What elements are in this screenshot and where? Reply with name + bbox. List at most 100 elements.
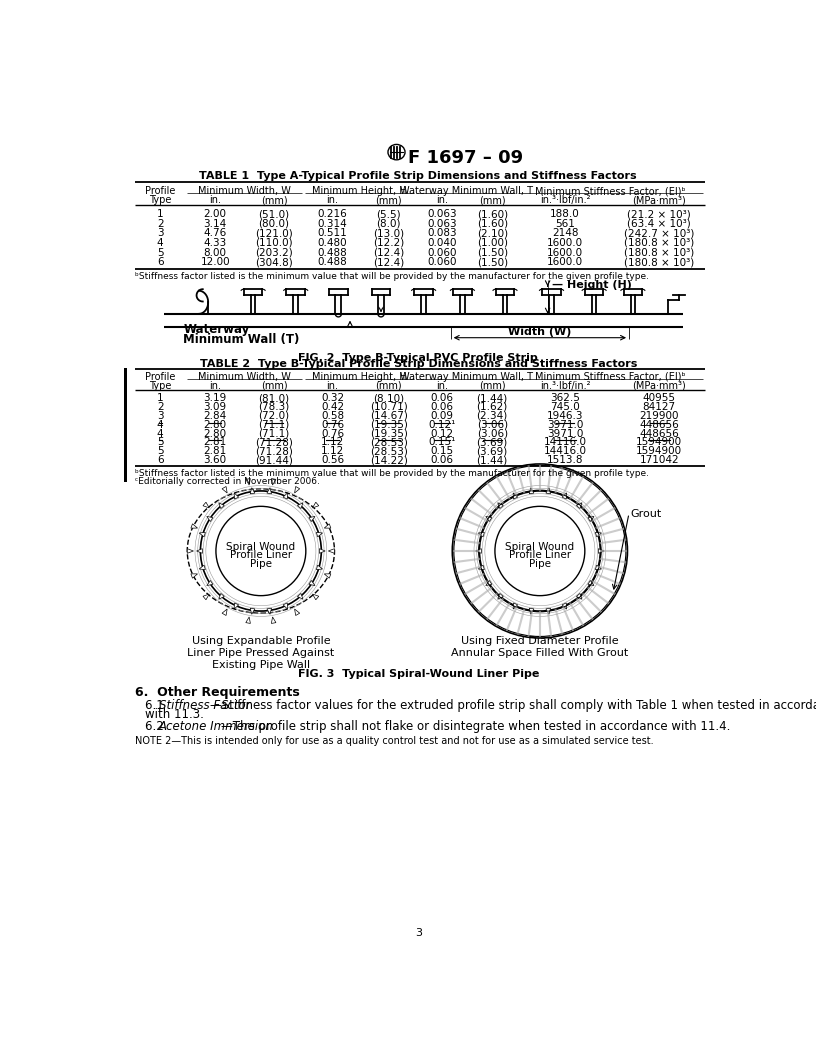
Text: (12.4): (12.4) (373, 247, 405, 258)
Text: 1.12: 1.12 (321, 437, 344, 448)
Text: 0.040: 0.040 (427, 238, 457, 248)
Polygon shape (598, 549, 604, 553)
Polygon shape (478, 565, 485, 569)
Text: 4: 4 (157, 429, 163, 438)
Text: Type: Type (149, 381, 171, 391)
Text: (1.00): (1.00) (477, 238, 508, 248)
Text: 3: 3 (415, 927, 422, 938)
Text: 0.06: 0.06 (430, 393, 454, 403)
Text: in.³·lbf/in.²: in.³·lbf/in.² (540, 381, 590, 391)
Text: (28.53): (28.53) (370, 447, 408, 456)
Polygon shape (596, 532, 601, 536)
Text: in.: in. (209, 381, 221, 391)
Text: 0.060: 0.060 (427, 258, 457, 267)
Text: FIG. 2  Type B-Typical PVC Profile Strip: FIG. 2 Type B-Typical PVC Profile Strip (299, 353, 538, 363)
Polygon shape (197, 549, 202, 553)
Text: 0.15: 0.15 (430, 447, 454, 456)
Text: 0.511: 0.511 (317, 228, 348, 239)
Polygon shape (298, 593, 303, 600)
Text: (1.50): (1.50) (477, 258, 508, 267)
Text: 6: 6 (157, 258, 163, 267)
Text: 0.12: 0.12 (430, 429, 454, 438)
Text: 14116.0: 14116.0 (543, 437, 587, 448)
Text: in.³·lbf/in.²: in.³·lbf/in.² (540, 195, 590, 205)
Text: (1.60): (1.60) (477, 219, 508, 229)
Polygon shape (486, 581, 492, 585)
Text: (78.3): (78.3) (259, 402, 290, 412)
Text: 0.58: 0.58 (321, 411, 344, 421)
Text: 745.0: 745.0 (550, 402, 580, 412)
Text: (3.69): (3.69) (477, 437, 508, 448)
Text: 0.12¹: 0.12¹ (428, 419, 455, 430)
Text: 1.12: 1.12 (321, 447, 344, 456)
Text: (1.50): (1.50) (477, 247, 508, 258)
Text: (1.44): (1.44) (477, 393, 508, 403)
Text: 4: 4 (157, 238, 163, 248)
Polygon shape (267, 608, 272, 615)
Text: 14416.0: 14416.0 (543, 447, 587, 456)
Polygon shape (251, 608, 255, 615)
Text: (81.0): (81.0) (259, 393, 290, 403)
Text: (180.8 × 10³): (180.8 × 10³) (624, 238, 694, 248)
Polygon shape (317, 565, 322, 569)
Text: 0.76: 0.76 (321, 429, 344, 438)
Polygon shape (206, 516, 213, 522)
Text: 0.09: 0.09 (430, 411, 454, 421)
Text: in.: in. (436, 381, 448, 391)
Text: (8.0): (8.0) (376, 219, 401, 229)
Text: 0.15¹: 0.15¹ (428, 437, 455, 448)
Text: 362.5: 362.5 (550, 393, 580, 403)
Text: 2.84: 2.84 (203, 411, 227, 421)
Text: (3.06): (3.06) (477, 419, 508, 430)
Text: Pipe: Pipe (250, 559, 272, 569)
Polygon shape (203, 595, 209, 600)
Text: Minimum Stiffness Factor, (EI)ᵇ: Minimum Stiffness Factor, (EI)ᵇ (535, 186, 686, 196)
Text: 0.42: 0.42 (321, 402, 344, 412)
Text: 2: 2 (157, 402, 163, 412)
Text: 0.083: 0.083 (427, 228, 457, 239)
Text: (mm): (mm) (261, 195, 287, 205)
Text: (14.22): (14.22) (370, 455, 408, 465)
Polygon shape (295, 487, 299, 493)
Polygon shape (308, 581, 315, 585)
Text: 2: 2 (157, 219, 163, 229)
Text: ᵇStiffness factor listed is the minimum value that will be provided by the manuf: ᵇStiffness factor listed is the minimum … (135, 469, 649, 478)
Text: 2.80: 2.80 (203, 429, 227, 438)
Polygon shape (562, 493, 566, 499)
Text: TABLE 1  Type A-Typical Profile Strip Dimensions and Stiffness Factors: TABLE 1 Type A-Typical Profile Strip Dim… (199, 171, 637, 182)
Text: 0.06: 0.06 (430, 455, 454, 465)
Text: — Height (H): — Height (H) (552, 280, 632, 290)
Text: 1594900: 1594900 (636, 447, 682, 456)
Text: (71.28): (71.28) (255, 447, 293, 456)
Text: (MPa·mm³): (MPa·mm³) (632, 195, 686, 205)
Polygon shape (313, 503, 319, 508)
Text: (71.1): (71.1) (259, 429, 290, 438)
Text: (12.2): (12.2) (373, 238, 405, 248)
Text: 6.1: 6.1 (144, 699, 167, 712)
Text: (80.0): (80.0) (259, 219, 290, 229)
Text: 3.14: 3.14 (203, 219, 227, 229)
Text: Width (W): Width (W) (508, 327, 571, 337)
Text: 0.32: 0.32 (321, 393, 344, 403)
Text: 5: 5 (157, 247, 163, 258)
Text: (1.62): (1.62) (477, 402, 508, 412)
Polygon shape (251, 488, 255, 494)
Text: in.: in. (326, 381, 339, 391)
Polygon shape (313, 595, 319, 600)
Text: 2.80: 2.80 (203, 419, 227, 430)
Text: TABLE 2  Type B-Typical Profile Strip Dimensions and Stiffness Factors: TABLE 2 Type B-Typical Profile Strip Dim… (200, 359, 636, 370)
Polygon shape (246, 478, 251, 485)
Polygon shape (246, 617, 251, 623)
Polygon shape (328, 549, 335, 553)
Polygon shape (478, 532, 485, 536)
Text: 3: 3 (157, 411, 163, 421)
Text: 8.00: 8.00 (204, 247, 227, 258)
Text: Grout: Grout (631, 509, 662, 518)
Text: 1: 1 (157, 393, 163, 403)
Polygon shape (272, 478, 276, 485)
Polygon shape (272, 617, 276, 623)
Text: 3.19: 3.19 (203, 393, 227, 403)
Text: 2148: 2148 (552, 228, 579, 239)
Text: (91.44): (91.44) (255, 455, 293, 465)
Text: 219900: 219900 (640, 411, 679, 421)
